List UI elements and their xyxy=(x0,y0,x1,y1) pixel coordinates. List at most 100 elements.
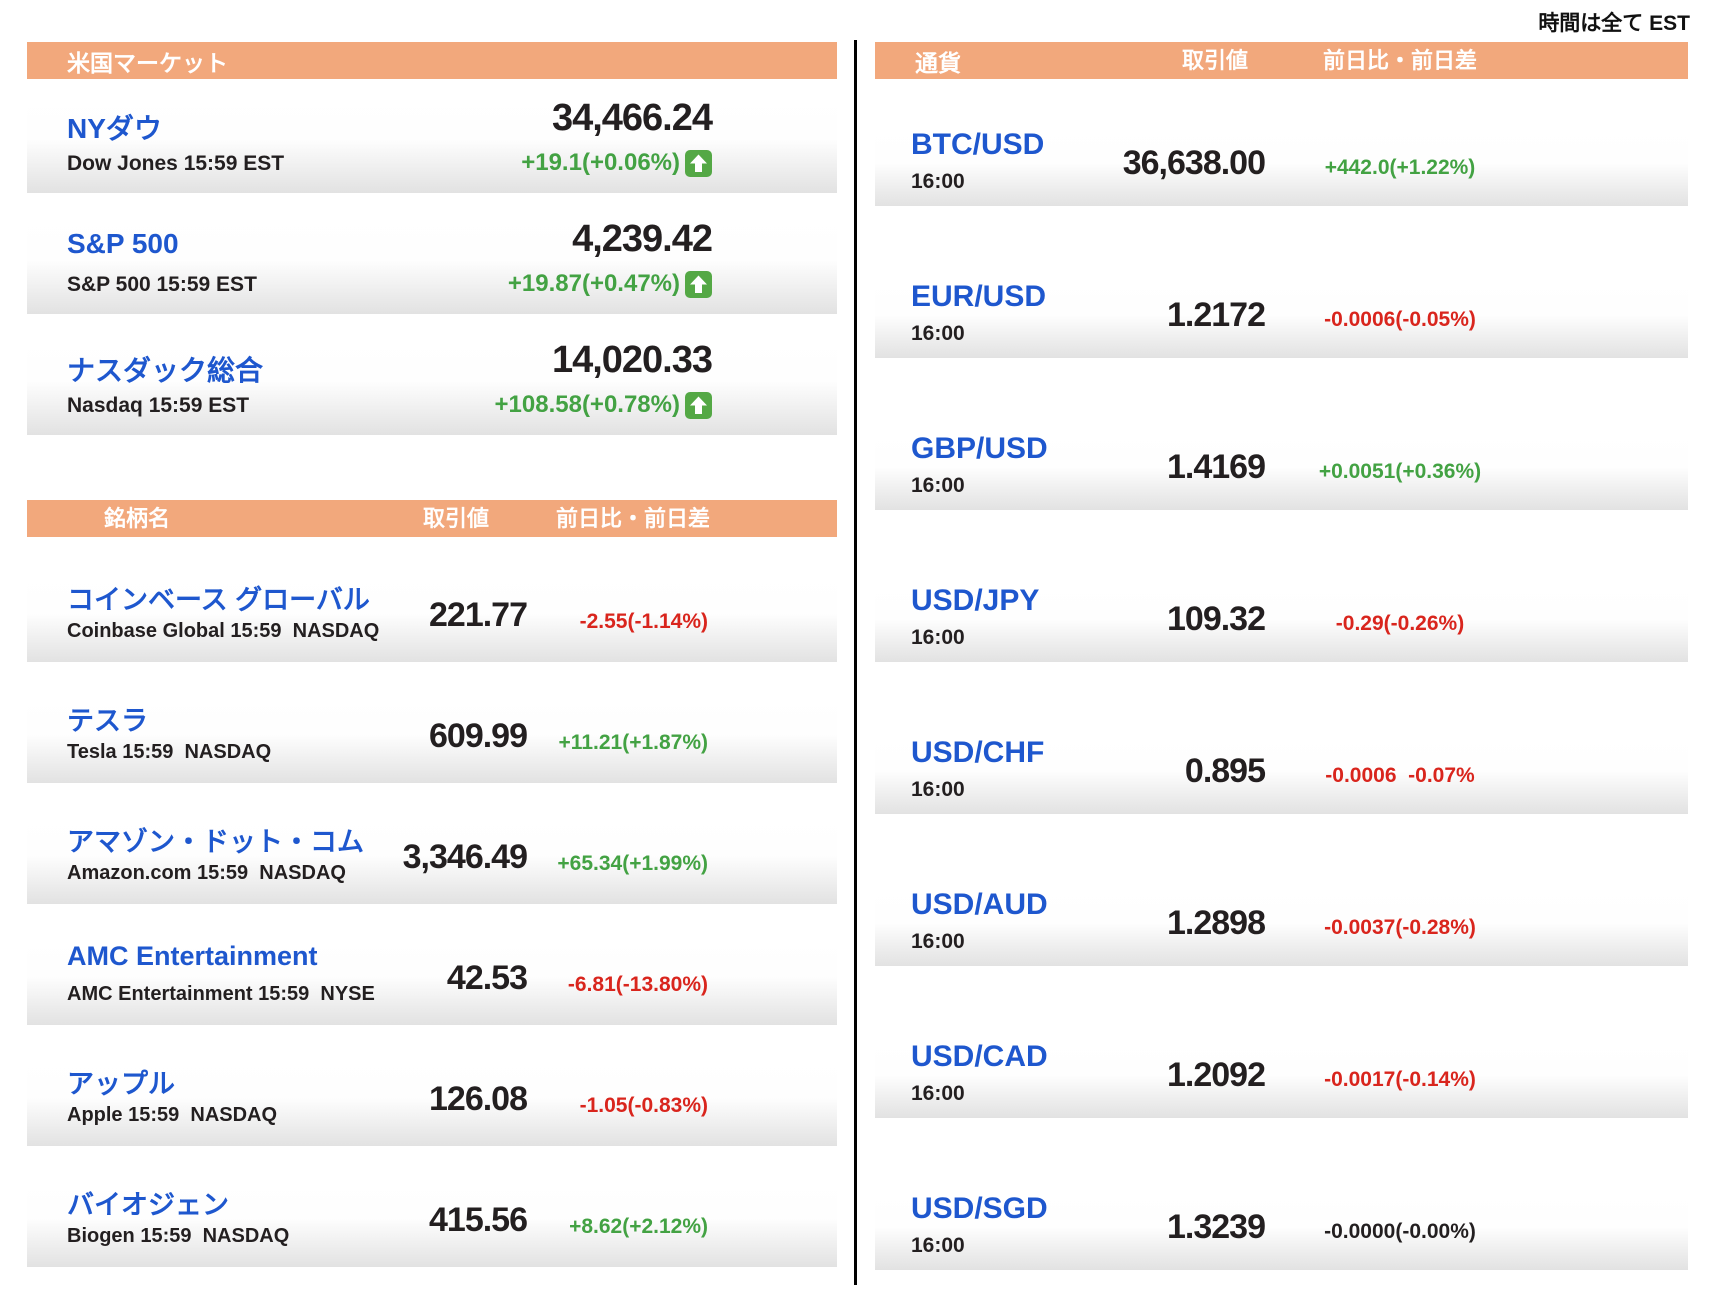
stock-source-time: Coinbase Global 15:59 NASDAQ xyxy=(67,620,380,642)
index-change-line: +108.58(+0.78%) xyxy=(495,391,712,419)
currency-change: -0.0006 -0.07% xyxy=(1325,764,1475,787)
panel-divider xyxy=(854,40,857,1285)
index-change: +19.87(+0.47%) xyxy=(507,270,680,297)
currency-pair: USD/CAD xyxy=(911,1040,1048,1073)
up-arrow-icon xyxy=(685,149,712,177)
stock-price: 42.53 xyxy=(446,959,528,997)
currency-change: -0.0000(-0.00%) xyxy=(1324,1220,1476,1243)
stocks-price-column-header: 取引値 xyxy=(422,506,489,531)
currency-change: -0.0017(-0.14%) xyxy=(1324,1068,1476,1091)
currency-change: -0.29(-0.26%) xyxy=(1335,612,1465,635)
stock-price: 609.99 xyxy=(429,717,528,755)
currency-name-column-header: 通貨 xyxy=(915,49,961,76)
currency-price-column-header: 取引値 xyxy=(1181,48,1248,73)
currency-price: 0.895 xyxy=(1184,752,1266,790)
stock-name: バイオジェン xyxy=(67,1190,229,1220)
index-change-line: +19.87(+0.47%) xyxy=(508,270,712,298)
us-market-title: 米国マーケット xyxy=(67,49,228,76)
up-arrow-icon xyxy=(685,270,712,298)
stock-source-time: Tesla 15:59 NASDAQ xyxy=(67,741,272,763)
stock-list: コインベース グローバル Coinbase Global 15:59 NASDA… xyxy=(27,574,837,1267)
currency-row: USD/CHF 16:00 0.895 -0.0006 -0.07% xyxy=(875,736,1688,814)
index-name: S&P 500 xyxy=(67,228,179,259)
index-source-time: S&P 500 15:59 EST xyxy=(67,273,257,296)
currency-price: 1.3239 xyxy=(1167,1208,1266,1246)
currency-row: USD/JPY 16:00 109.32 -0.29(-0.26%) xyxy=(875,584,1688,662)
index-list: NYダウ Dow Jones 15:59 EST 34,466.24 +19.1… xyxy=(27,95,837,435)
currency-price: 1.2898 xyxy=(1167,904,1266,942)
timezone-note: 時間は全て EST xyxy=(1538,12,1690,35)
index-change: +108.58(+0.78%) xyxy=(494,391,680,418)
stock-source-time: AMC Entertainment 15:59 NYSE xyxy=(67,983,375,1005)
currency-pair: GBP/USD xyxy=(911,432,1048,465)
currency-price: 36,638.00 xyxy=(1122,144,1266,182)
currency-pair: USD/JPY xyxy=(911,584,1040,617)
stock-row: バイオジェン Biogen 15:59 NASDAQ 415.56 +8.62(… xyxy=(27,1179,837,1267)
index-name: NYダウ xyxy=(67,113,162,144)
currency-time: 16:00 xyxy=(911,322,965,345)
currency-pair: EUR/USD xyxy=(911,280,1047,313)
currency-price: 1.2172 xyxy=(1167,296,1266,334)
stock-change: -1.05(-0.83%) xyxy=(579,1094,708,1117)
currency-pair: USD/CHF xyxy=(911,736,1045,769)
index-source-time: Nasdaq 15:59 EST xyxy=(67,394,250,417)
currency-change: -0.0037(-0.28%) xyxy=(1324,916,1476,939)
stock-price: 3,346.49 xyxy=(402,838,528,876)
currency-row: USD/SGD 16:00 1.3239 -0.0000(-0.00%) xyxy=(875,1192,1688,1270)
currency-header-bar: 通貨 取引値 前日比・前日差 xyxy=(875,42,1688,79)
stock-name: アマゾン・ドット・コム xyxy=(67,827,364,857)
currency-row: BTC/USD 16:00 36,638.00 +442.0(+1.22%) xyxy=(875,128,1688,206)
stock-name: アップル xyxy=(67,1069,175,1099)
stock-row: AMC Entertainment AMC Entertainment 15:5… xyxy=(27,937,837,1025)
currency-change: +442.0(+1.22%) xyxy=(1324,156,1476,179)
index-value: 14,020.33 xyxy=(551,339,713,381)
currency-row: GBP/USD 16:00 1.4169 +0.0051(+0.36%) xyxy=(875,432,1688,510)
index-row: S&P 500 S&P 500 15:59 EST 4,239.42 +19.8… xyxy=(27,216,837,314)
index-change: +19.1(+0.06%) xyxy=(521,149,680,176)
stock-change: -6.81(-13.80%) xyxy=(567,973,708,996)
stock-row: テスラ Tesla 15:59 NASDAQ 609.99 +11.21(+1.… xyxy=(27,695,837,783)
stock-change: +65.34(+1.99%) xyxy=(557,852,708,875)
stock-row: コインベース グローバル Coinbase Global 15:59 NASDA… xyxy=(27,574,837,662)
us-market-panel: 米国マーケット NYダウ Dow Jones 15:59 EST 34,466.… xyxy=(27,42,837,1300)
stock-source-time: Apple 15:59 NASDAQ xyxy=(67,1104,278,1126)
stock-row: アマゾン・ドット・コム Amazon.com 15:59 NASDAQ 3,34… xyxy=(27,816,837,904)
currency-row: EUR/USD 16:00 1.2172 -0.0006(-0.05%) xyxy=(875,280,1688,358)
index-source-time: Dow Jones 15:59 EST xyxy=(67,152,285,175)
up-arrow-icon xyxy=(685,391,712,419)
stock-source-time: Amazon.com 15:59 NASDAQ xyxy=(67,862,346,884)
stock-change: -2.55(-1.14%) xyxy=(579,610,708,633)
currency-time: 16:00 xyxy=(911,626,965,649)
currency-time: 16:00 xyxy=(911,930,965,953)
currency-panel: 通貨 取引値 前日比・前日差 BTC/USD 16:00 36,638.00 +… xyxy=(875,42,1688,1308)
currency-pair: USD/SGD xyxy=(911,1192,1048,1225)
currency-time: 16:00 xyxy=(911,170,965,193)
stocks-header-bar: 銘柄名 取引値 前日比・前日差 xyxy=(27,500,837,537)
currency-time: 16:00 xyxy=(911,1082,965,1105)
currency-row: USD/AUD 16:00 1.2898 -0.0037(-0.28%) xyxy=(875,888,1688,966)
index-row: ナスダック総合 Nasdaq 15:59 EST 14,020.33 +108.… xyxy=(27,337,837,435)
stocks-change-column-header: 前日比・前日差 xyxy=(555,506,710,531)
currency-price: 1.2092 xyxy=(1167,1056,1266,1094)
currency-change-column-header: 前日比・前日差 xyxy=(1322,48,1477,73)
index-name: ナスダック総合 xyxy=(67,355,264,386)
stock-name: テスラ xyxy=(67,706,148,736)
stock-name: コインベース グローバル xyxy=(67,585,370,615)
stock-name: AMC Entertainment xyxy=(67,941,318,971)
currency-time: 16:00 xyxy=(911,778,965,801)
stock-price: 126.08 xyxy=(429,1080,528,1118)
index-value: 34,466.24 xyxy=(551,97,713,139)
stock-change: +8.62(+2.12%) xyxy=(569,1215,708,1238)
currency-price: 1.4169 xyxy=(1167,448,1266,486)
index-change-line: +19.1(+0.06%) xyxy=(521,149,712,177)
index-value: 4,239.42 xyxy=(572,218,713,260)
currency-price: 109.32 xyxy=(1167,600,1266,638)
stock-price: 221.77 xyxy=(429,596,528,634)
stock-change: +11.21(+1.87%) xyxy=(558,731,708,754)
currency-time: 16:00 xyxy=(911,1234,965,1257)
us-market-header-bar: 米国マーケット xyxy=(27,42,837,79)
stock-source-time: Biogen 15:59 NASDAQ xyxy=(67,1225,290,1247)
stock-price: 415.56 xyxy=(429,1201,528,1239)
currency-change: +0.0051(+0.36%) xyxy=(1318,460,1482,483)
